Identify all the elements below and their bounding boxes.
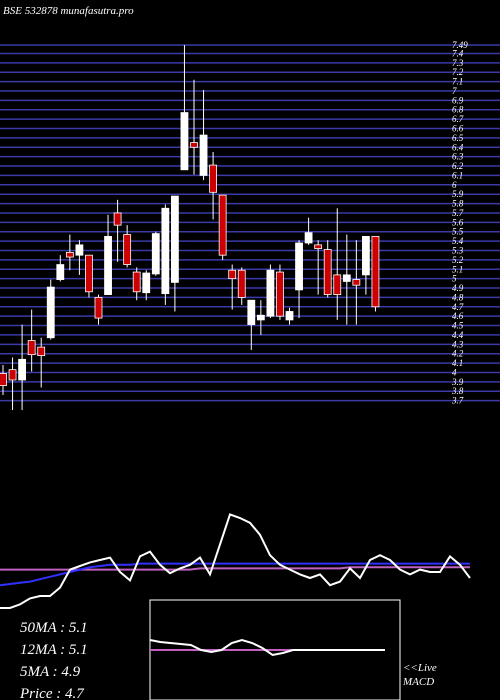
candle-body	[237, 269, 246, 298]
y-tick-label: 4	[452, 367, 457, 377]
macd-label: <<Live	[403, 662, 437, 674]
candle-body	[142, 272, 151, 294]
candle-body	[65, 251, 74, 258]
y-tick-label: 6.9	[452, 95, 464, 105]
y-tick-label: 5.2	[452, 255, 464, 265]
candle-body	[256, 314, 265, 321]
candle-body	[218, 194, 227, 256]
y-tick-label: 3.7	[451, 396, 464, 406]
candle-body	[266, 269, 275, 317]
candle-body	[228, 269, 237, 280]
candle-body	[209, 164, 218, 193]
indicator-line	[149, 638, 385, 657]
indicator-label: Price : 4.7	[19, 686, 85, 700]
candle-body	[85, 254, 93, 293]
indicator-label: 12MA : 5.1	[20, 642, 88, 658]
y-tick-label: 5.3	[452, 245, 464, 255]
candle-body	[371, 236, 380, 308]
candle-body	[342, 274, 351, 282]
candle-body	[333, 274, 342, 295]
macd-label: MACD	[402, 676, 434, 688]
candle-body	[27, 340, 36, 356]
y-tick-label: 4.8	[452, 292, 464, 302]
y-tick-label: 4.5	[452, 321, 464, 331]
y-tick-label: 5.5	[452, 227, 464, 237]
y-tick-label: 5.6	[452, 217, 464, 227]
y-tick-label: 6.7	[452, 114, 464, 124]
y-tick-label: 4.3	[452, 339, 464, 349]
candle-body	[151, 233, 160, 275]
candle-body	[46, 286, 55, 339]
candle-body	[323, 249, 332, 295]
y-tick-label: 6.8	[452, 105, 464, 115]
y-tick-label: 7.49	[452, 40, 468, 50]
y-tick-label: 6.5	[452, 133, 464, 143]
candle-body	[132, 271, 141, 293]
y-tick-label: 5	[452, 274, 457, 284]
candle-body	[0, 373, 7, 387]
y-tick-label: 6.6	[452, 124, 464, 134]
y-tick-label: 4.7	[452, 302, 464, 312]
candle-body	[199, 134, 208, 176]
y-tick-label: 7.1	[452, 77, 463, 87]
candle-body	[295, 242, 303, 291]
y-tick-label: 5.9	[452, 189, 464, 199]
candle-body	[247, 299, 256, 326]
y-tick-label: 7.3	[452, 58, 464, 68]
candle-body	[361, 236, 370, 276]
candle-body	[180, 112, 189, 171]
y-tick-label: 6.3	[452, 152, 464, 162]
candle-body	[304, 232, 313, 244]
y-tick-label: 4.4	[452, 330, 464, 340]
y-tick-label: 3.9	[451, 377, 464, 387]
candle-body	[75, 244, 84, 256]
candle-body	[8, 369, 17, 381]
candle-body	[170, 195, 179, 283]
chart-title: BSE 532878 munafasutra.pro	[3, 5, 134, 17]
y-tick-label: 4.6	[452, 311, 464, 321]
y-tick-label: 6.4	[452, 142, 464, 152]
candle-body	[113, 212, 122, 226]
y-tick-label: 5.8	[452, 199, 464, 209]
candle-body	[276, 271, 284, 317]
candle-body	[314, 244, 323, 250]
candle-body	[123, 234, 132, 265]
candle-body	[104, 236, 112, 295]
candle-body	[285, 311, 294, 321]
y-tick-label: 7	[452, 86, 457, 96]
candle-body	[56, 264, 65, 280]
y-tick-label: 5.7	[452, 208, 464, 218]
y-tick-label: 6.1	[452, 170, 463, 180]
candle-body	[161, 207, 170, 295]
y-tick-label: 6.2	[452, 161, 464, 171]
y-tick-label: 7.2	[452, 67, 464, 77]
indicator-line	[0, 562, 470, 587]
candle-body	[37, 346, 46, 356]
candle-body	[18, 358, 27, 381]
candle-body	[190, 142, 198, 148]
y-tick-label: 5.4	[452, 236, 464, 246]
y-tick-label: 4.2	[452, 349, 464, 359]
indicator-label: 5MA : 4.9	[20, 664, 81, 680]
y-tick-label: 7.4	[452, 48, 464, 58]
candle-body	[352, 279, 361, 286]
indicator-line	[0, 513, 471, 609]
y-tick-label: 5.1	[452, 264, 463, 274]
indicator-label: 50MA : 5.1	[20, 620, 88, 636]
y-tick-label: 6	[452, 180, 457, 190]
y-tick-label: 3.8	[451, 386, 464, 396]
y-tick-label: 4.1	[452, 358, 463, 368]
y-tick-label: 4.9	[452, 283, 464, 293]
candle-body	[94, 297, 103, 319]
